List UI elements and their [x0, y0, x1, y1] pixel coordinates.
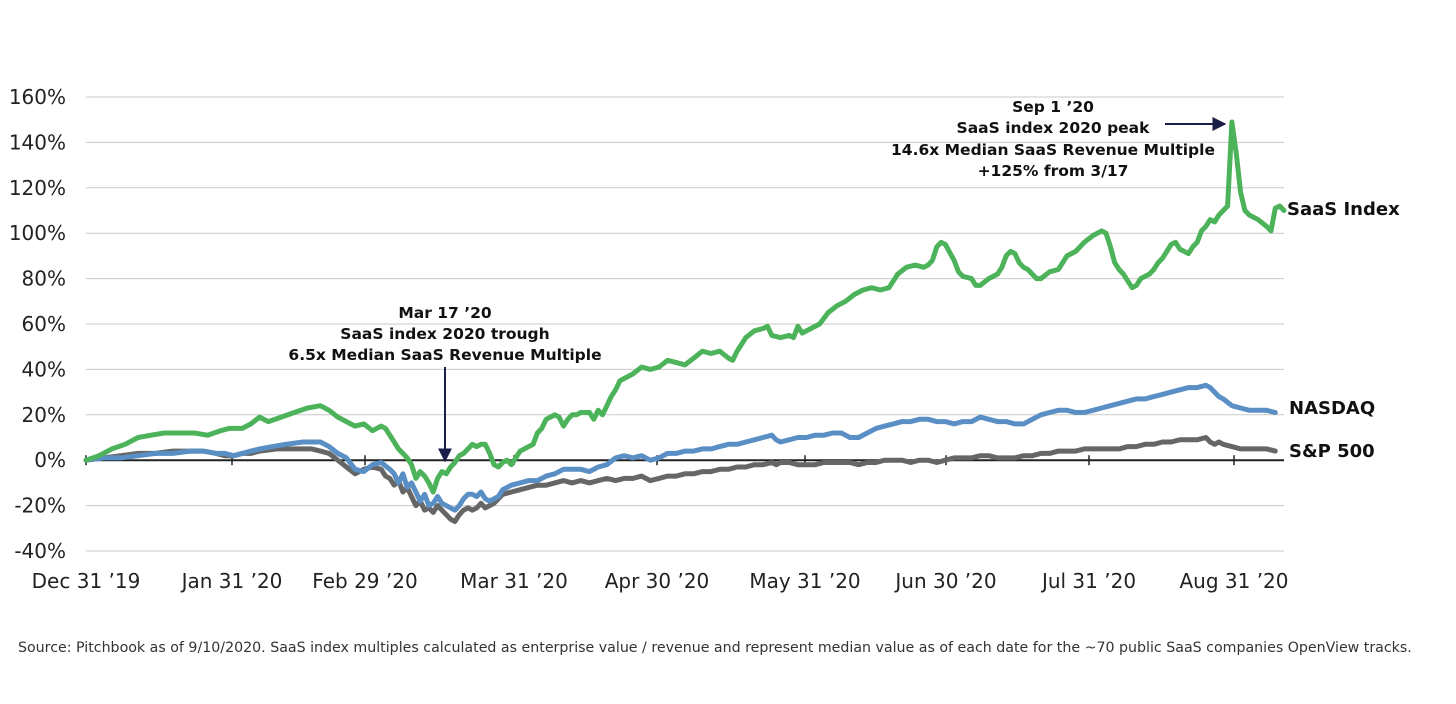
series-lines — [83, 119, 1287, 524]
x-axis-ticks: Dec 31 ’19 Jan 31 ’20 Feb 29 ’20 Mar 31 ’20… — [32, 455, 1289, 593]
y-tick-label: 40% — [22, 357, 66, 381]
y-tick-label: 80% — [22, 267, 66, 291]
y-tick-label: 20% — [22, 403, 66, 427]
y-tick-label: 60% — [22, 312, 66, 336]
annotation-trough-line-3: 6.5x Median SaaS Revenue Multiple — [288, 346, 601, 364]
y-tick-label: 0% — [34, 448, 66, 472]
series-line-s-p-500 — [83, 435, 1278, 524]
x-tick-label: Mar 31 ’20 — [460, 569, 568, 593]
y-tick-label: -40% — [14, 539, 66, 563]
series-label-sp500: S&P 500 — [1289, 441, 1375, 462]
source-note: Source: Pitchbook as of 9/10/2020. SaaS … — [18, 640, 1412, 656]
x-tick-label: May 31 ’20 — [749, 569, 860, 593]
x-tick-label: Apr 30 ’20 — [605, 569, 710, 593]
x-tick-label: Jan 31 ’20 — [180, 569, 283, 593]
annotation-peak: Sep 1 ’20 SaaS index 2020 peak 14.6x Med… — [891, 98, 1227, 180]
annotation-peak-line-4: +125% from 3/17 — [978, 162, 1129, 180]
series-line-saas-index — [83, 119, 1287, 495]
annotation-peak-line-3: 14.6x Median SaaS Revenue Multiple — [891, 141, 1215, 159]
y-tick-label: 140% — [9, 130, 66, 154]
x-tick-label: Jul 31 ’20 — [1040, 569, 1136, 593]
y-tick-label: 160% — [9, 85, 66, 109]
annotation-trough-line-1: Mar 17 ’20 — [398, 304, 492, 322]
annotation-trough-line-2: SaaS index 2020 trough — [340, 325, 549, 343]
y-tick-label: 100% — [9, 221, 66, 245]
series-label-saas-index: SaaS Index — [1287, 199, 1400, 220]
y-axis-ticks: -40% -20% 0% 20% 40% 60% 80% 100% 120% 140% 160% — [9, 85, 66, 563]
x-tick-label: Aug 31 ’20 — [1179, 569, 1288, 593]
x-tick-label: Dec 31 ’19 — [32, 569, 141, 593]
gridlines — [86, 96, 1284, 552]
annotation-peak-line-2: SaaS index 2020 peak — [957, 119, 1151, 137]
annotation-peak-line-1: Sep 1 ’20 — [1012, 98, 1094, 116]
annotation-trough: Mar 17 ’20 SaaS index 2020 trough 6.5x M… — [288, 304, 602, 463]
y-tick-label: -20% — [14, 494, 66, 518]
series-label-nasdaq: NASDAQ — [1289, 398, 1375, 419]
x-tick-label: Feb 29 ’20 — [312, 569, 417, 593]
series-line-nasdaq — [83, 382, 1278, 513]
y-tick-label: 120% — [9, 176, 66, 200]
x-tick-label: Jun 30 ’20 — [893, 569, 996, 593]
